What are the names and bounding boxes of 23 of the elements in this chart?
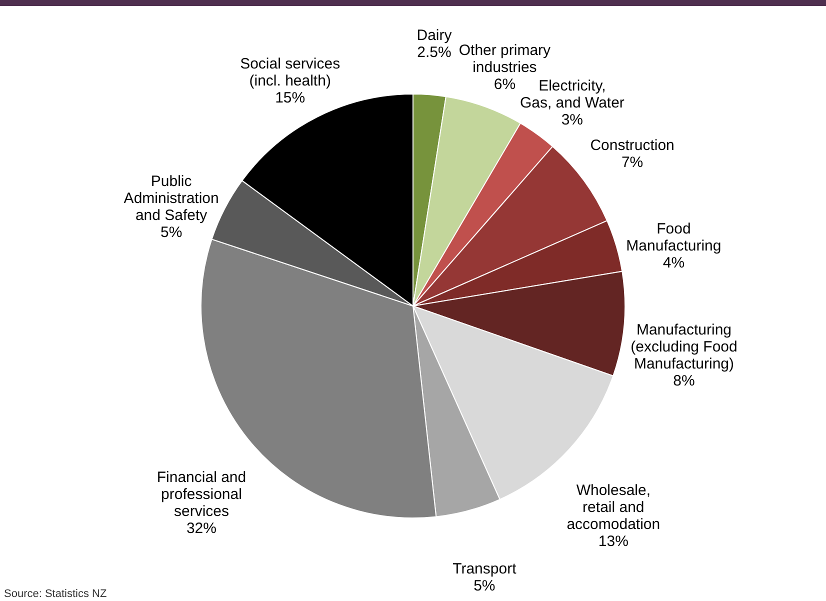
slice-label: Transport <box>452 560 518 578</box>
slice-label: Food Manufacturing <box>626 220 722 254</box>
slice-label: Electricity, Gas, and Water <box>520 77 624 112</box>
data-label: 8% <box>673 372 695 390</box>
data-label: 13% <box>598 532 628 550</box>
source-note: Source: Statistics NZ <box>4 588 107 600</box>
data-label: 2.5% <box>417 44 452 61</box>
data-label: 32% <box>186 520 216 538</box>
data-label: 4% <box>662 254 685 272</box>
data-label: 7% <box>621 154 644 172</box>
slice-label: Other primary industries <box>458 42 552 76</box>
data-label: 15% <box>275 89 306 106</box>
data-label: 5% <box>160 224 182 242</box>
data-label: 5% <box>474 577 496 594</box>
slice-label: Wholesale, retail and accomodation <box>566 482 660 533</box>
slice-label: Dairy <box>416 26 452 44</box>
data-label: 6% <box>494 76 516 93</box>
slice-label: Financial and professional services <box>156 469 246 520</box>
slice-label: Construction <box>590 137 674 154</box>
data-label: 3% <box>561 111 584 128</box>
slice-label: Public Administration and Safety <box>124 173 219 224</box>
slice-label: Manufacturing (excluding Food Manufacturing) <box>630 321 738 372</box>
slice-label: Social services (incl. health) <box>240 55 340 90</box>
